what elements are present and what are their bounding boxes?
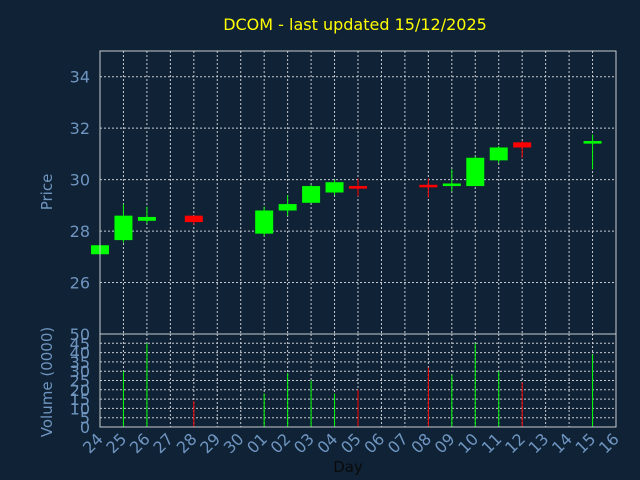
price-tick-label: 28 bbox=[70, 222, 90, 241]
candle-body bbox=[349, 186, 367, 189]
candle-body bbox=[419, 184, 438, 188]
price-candle bbox=[442, 169, 461, 192]
candle-body bbox=[513, 142, 532, 148]
price-tick-label: 26 bbox=[70, 274, 90, 293]
price-candle bbox=[489, 146, 508, 163]
volume-axis-label: Volume (0000) bbox=[38, 327, 56, 437]
price-candle bbox=[137, 206, 156, 224]
price-candle bbox=[278, 195, 297, 216]
volume-tick-label: 10 bbox=[70, 399, 90, 418]
candle-body bbox=[442, 183, 461, 187]
price-axis-label: Price bbox=[38, 174, 56, 211]
volume-tick-label: 20 bbox=[70, 381, 90, 400]
candle-body bbox=[302, 186, 321, 203]
x-axis-label: Day bbox=[333, 458, 363, 476]
volume-tick-label: 40 bbox=[70, 344, 90, 363]
volume-tick-label: 30 bbox=[70, 362, 90, 381]
volume-tick-label: 45 bbox=[70, 334, 90, 353]
volume-tick-label: 50 bbox=[70, 325, 90, 344]
x-tick-label: 16 bbox=[595, 429, 623, 457]
x-axis-ticks: 2425262728293001020304050607080910111213… bbox=[79, 429, 623, 457]
price-candle bbox=[255, 206, 274, 237]
price-tick-label: 32 bbox=[70, 119, 90, 138]
price-tick-label: 34 bbox=[70, 68, 90, 87]
candle-body bbox=[114, 215, 133, 241]
price-candles bbox=[91, 134, 602, 255]
volume-tick-label: 5 bbox=[80, 409, 90, 428]
price-candle bbox=[583, 134, 602, 170]
candle-body bbox=[137, 216, 156, 221]
volume-tick-label: 25 bbox=[70, 372, 90, 391]
price-candle bbox=[419, 178, 438, 198]
candle-body bbox=[489, 147, 508, 161]
candle-body bbox=[278, 204, 297, 211]
candle-body bbox=[583, 141, 602, 144]
price-candle bbox=[466, 156, 485, 187]
price-candle bbox=[184, 215, 203, 225]
plot-frames bbox=[99, 50, 617, 428]
volume-plot-frame bbox=[99, 333, 617, 428]
volume-tick-label: 15 bbox=[70, 390, 90, 409]
price-candle bbox=[325, 179, 344, 196]
price-candle bbox=[302, 184, 321, 203]
volume-bars bbox=[122, 343, 594, 427]
price-candle bbox=[513, 141, 532, 158]
candle-body bbox=[466, 157, 485, 187]
price-candle bbox=[114, 204, 133, 243]
price-tick-label: 30 bbox=[70, 171, 90, 190]
candle-body bbox=[255, 210, 274, 234]
candle-body bbox=[184, 215, 203, 223]
volume-tick-label: 0 bbox=[80, 418, 90, 437]
price-y-ticks: 26 28 30 32 34 bbox=[70, 68, 90, 293]
chart-title: DCOM - last updated 15/12/2025 bbox=[223, 15, 487, 34]
volume-tick-label: 35 bbox=[70, 353, 90, 372]
candle-body bbox=[325, 182, 344, 193]
price-candle bbox=[349, 178, 367, 197]
